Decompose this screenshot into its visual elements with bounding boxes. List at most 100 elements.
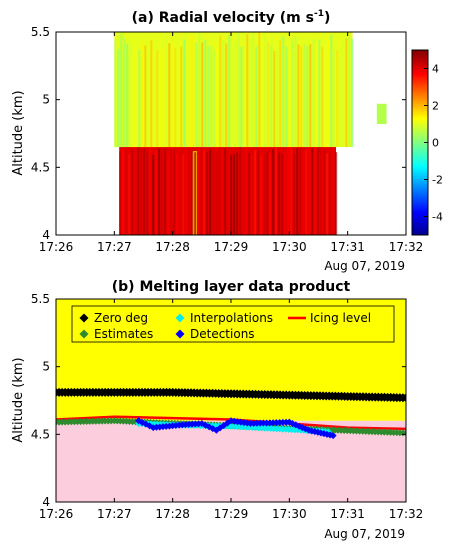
velocity-streak-low — [278, 152, 281, 235]
velocity-streak-low — [302, 150, 305, 235]
panel-a-xtick-label: 17:26 — [39, 240, 74, 254]
velocity-streak-low — [332, 154, 335, 235]
velocity-streak-high — [282, 36, 285, 148]
panel-b-xtick-label: 17:29 — [214, 507, 249, 521]
velocity-streak-high — [246, 34, 249, 148]
velocity-streak-low — [245, 150, 248, 235]
velocity-streak-high — [186, 51, 189, 148]
velocity-streak-low — [212, 150, 215, 235]
velocity-streak-low — [221, 148, 224, 235]
velocity-streak-low — [125, 151, 128, 235]
velocity-streak-high — [225, 43, 228, 148]
velocity-streak-low — [152, 154, 155, 235]
legend-label-estimates: Estimates — [94, 327, 153, 341]
velocity-streak-low — [131, 150, 134, 235]
velocity-streak-low — [173, 149, 176, 235]
velocity-streak-high — [180, 46, 183, 148]
velocity-streak-low — [257, 150, 260, 235]
panel-a-xtick-label: 17:27 — [97, 240, 132, 254]
velocity-streak-high — [255, 46, 258, 148]
panel-a-xtick-label: 17:32 — [389, 240, 424, 254]
velocity-streak-high — [123, 38, 126, 148]
velocity-streak-high — [339, 49, 342, 148]
legend-marker — [79, 313, 89, 323]
panel-a-ytick-label: 5 — [42, 93, 50, 107]
colorbar-tick-label: 2 — [432, 100, 439, 113]
velocity-streak-low — [299, 147, 302, 235]
legend-marker — [175, 313, 185, 323]
velocity-streak-low — [296, 148, 299, 235]
velocity-streak-high — [243, 43, 246, 148]
velocity-streak-high — [204, 39, 207, 148]
velocity-streak-low — [119, 151, 122, 235]
velocity-streak-high — [150, 40, 153, 148]
velocity-streak-high — [135, 40, 138, 148]
velocity-streak-low — [146, 150, 149, 235]
velocity-streak-low — [239, 147, 242, 235]
velocity-streak-low — [311, 148, 314, 235]
velocity-streak-high — [120, 33, 123, 148]
velocity-streak-high — [348, 36, 351, 148]
velocity-streak-high — [231, 37, 234, 148]
velocity-streak-high — [276, 50, 279, 148]
panel-b-xtick-label: 17:26 — [39, 507, 74, 521]
velocity-streak-low — [323, 150, 326, 235]
legend-marker — [175, 329, 185, 339]
velocity-streak-low — [308, 149, 311, 235]
velocity-streak-low — [149, 147, 152, 235]
velocity-streak-high — [300, 46, 303, 148]
legend-box — [71, 305, 395, 343]
velocity-streak-high — [297, 44, 300, 148]
velocity-streak-low — [209, 149, 212, 235]
velocity-streak-high — [330, 34, 333, 148]
velocity-streak-low — [170, 148, 173, 235]
legend-label-zero-deg: Zero deg — [94, 311, 148, 325]
panel-a-ytick-label: 4 — [42, 228, 50, 242]
velocity-streak-low — [182, 154, 185, 235]
velocity-streak-low — [326, 153, 329, 235]
colorbar-tick-label: 4 — [432, 63, 439, 76]
velocity-streak-high — [327, 39, 330, 148]
velocity-streak-low — [134, 153, 137, 235]
velocity-streak-low — [317, 147, 320, 235]
velocity-streak-low — [143, 148, 146, 235]
velocity-streak-high — [306, 46, 309, 148]
velocity-streak-low — [251, 154, 254, 235]
velocity-streak-low — [269, 153, 272, 235]
velocity-streak-low — [128, 154, 131, 235]
velocity-streak-low — [194, 152, 197, 235]
velocity-streak-low — [185, 154, 188, 235]
velocity-region-3 — [376, 103, 387, 125]
velocity-streak-low — [263, 154, 266, 235]
velocity-streak-high — [303, 43, 306, 148]
velocity-streak-low — [305, 149, 308, 235]
velocity-streak-low — [224, 148, 227, 235]
velocity-streak-high — [198, 32, 201, 148]
velocity-streak-high — [162, 48, 165, 148]
velocity-streak-low — [206, 152, 209, 235]
velocity-streak-high — [228, 35, 231, 148]
panel-b-melting-layer: (b) Melting layer data product Zero deg I… — [11, 279, 423, 541]
background-below-melting-layer — [56, 420, 406, 502]
panel-b-series — [56, 387, 406, 440]
panel-b-ytick-label: 4 — [42, 495, 50, 509]
panel-b-xtick-label: 17:30 — [272, 507, 307, 521]
velocity-streak-high — [216, 39, 219, 148]
velocity-streak-high — [291, 39, 294, 148]
panel-a-xtick-label: 17:31 — [330, 240, 365, 254]
velocity-streak-low — [167, 154, 170, 235]
velocity-streak-high — [294, 35, 297, 148]
velocity-streak-high — [192, 35, 195, 148]
series-detections-point — [329, 432, 337, 440]
velocity-streak-high — [201, 42, 204, 148]
panel-b-frame — [55, 298, 407, 503]
velocity-streak-high — [141, 41, 144, 148]
velocity-streak-high — [234, 42, 237, 148]
velocity-streak-high — [351, 39, 354, 148]
velocity-streak-low — [293, 153, 296, 235]
velocity-streak-high — [177, 40, 180, 148]
velocity-streak-low — [158, 148, 161, 235]
velocity-streak-low — [260, 154, 263, 235]
velocity-streak-low — [248, 152, 251, 235]
